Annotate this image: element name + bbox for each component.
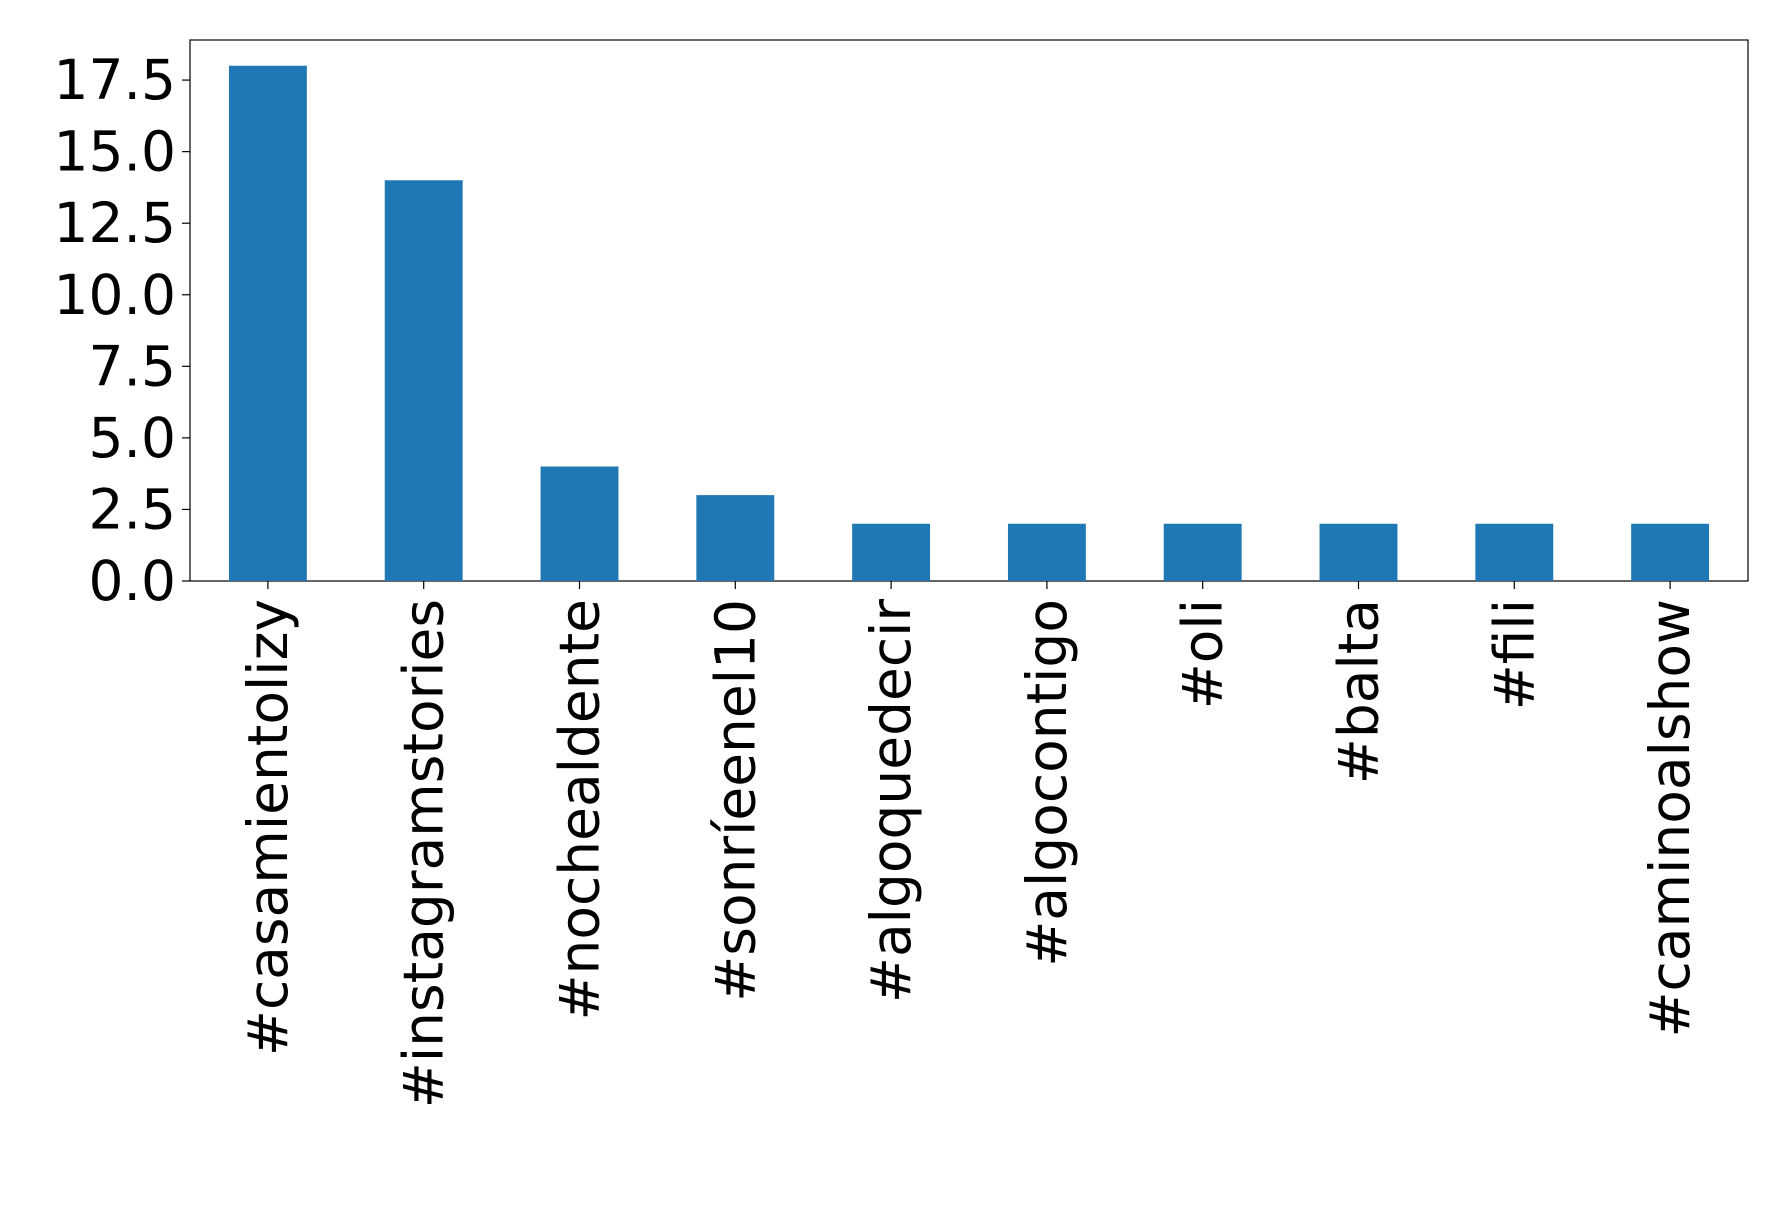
bar [696, 495, 775, 581]
y-tick-label: 0.0 [89, 549, 176, 613]
bar [384, 180, 463, 581]
x-tick-label: #balta [1327, 599, 1391, 784]
bar [1319, 523, 1398, 581]
x-tick-label: #fili [1482, 599, 1546, 710]
x-tick-label: #algocontigo [1015, 599, 1079, 967]
y-tick-label: 15.0 [54, 120, 176, 184]
plot-frame [189, 39, 1749, 582]
x-tick-label: #nochealdente [548, 599, 612, 1021]
y-tick-label: 12.5 [54, 191, 176, 255]
bar [228, 65, 307, 581]
bar [540, 466, 619, 581]
y-tick-label: 2.5 [89, 477, 176, 541]
x-tick-label: #casamientolizy [236, 599, 300, 1056]
y-tick-label: 10.0 [54, 263, 176, 327]
bar [1631, 523, 1710, 581]
bar [1163, 523, 1242, 581]
bar [1007, 523, 1086, 581]
bar [1475, 523, 1554, 581]
x-tick-label: #oli [1171, 599, 1235, 709]
x-tick-label: #instagramstories [392, 599, 456, 1108]
x-tick-label: #algoquedecir [859, 599, 923, 1004]
x-tick-label: #sonríeenel10 [703, 599, 767, 1002]
y-tick-label: 17.5 [54, 48, 176, 112]
y-tick-label: 7.5 [89, 334, 176, 398]
bar [852, 523, 931, 581]
y-tick-label: 5.0 [89, 406, 176, 470]
x-tick-label: #caminoalshow [1638, 599, 1702, 1038]
